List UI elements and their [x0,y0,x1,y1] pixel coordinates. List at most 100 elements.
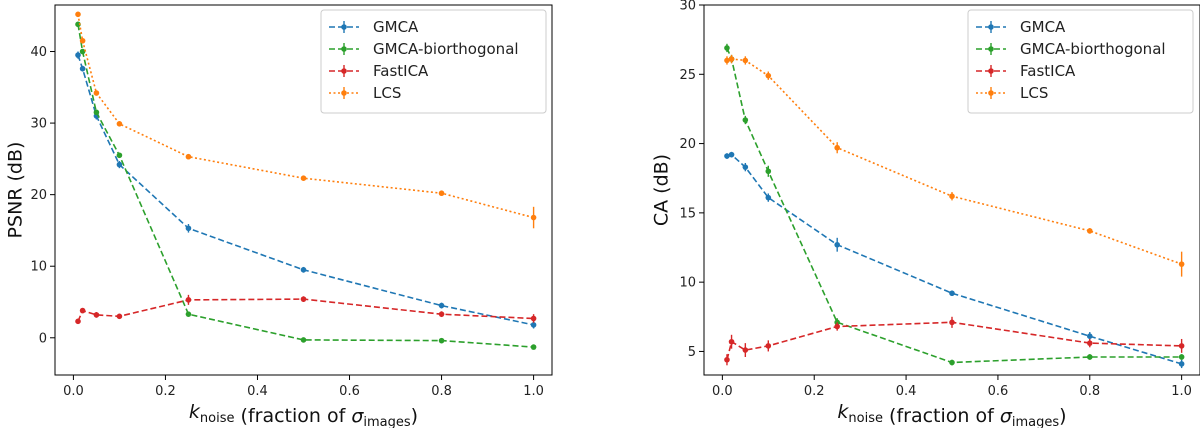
x-tick-label: 0.8 [431,384,452,399]
data-point [728,56,735,62]
data-point [742,164,749,170]
data-point [75,318,81,325]
chart-panel-1: 0.0 0.2 0.4 0.6 0.8 1.0 0 10 20 30 40 PSNR (dB) knoi… [5,4,553,428]
data-point [79,65,86,72]
data-point [185,225,192,232]
data-point [724,57,730,64]
data-point [116,313,123,320]
y-tick-label: 15 [679,206,696,221]
y-tick-label: 20 [679,137,696,152]
x-axis-label-part: images [363,415,410,428]
x-axis-label-part: ) [1059,405,1066,427]
data-point [75,11,81,18]
x-tick-label: 0.2 [804,384,825,399]
data-point [79,307,86,314]
y-tick-label: 10 [679,276,696,291]
series-line [726,47,1182,364]
y-tick-label: 30 [679,0,696,14]
legend-entry-label: GMCA [373,18,419,36]
data-point [728,151,735,158]
y-tick-label: 20 [30,188,47,203]
y-tick-label: 30 [30,117,47,132]
data-point [75,52,81,58]
data-point [1178,343,1185,349]
x-axis-label-part: k [837,401,849,423]
data-point [765,72,772,79]
y-axis-label: CA (dB) [651,154,673,226]
x-axis-label: knoise (fraction of σimages) [189,401,418,428]
data-point [185,311,192,317]
data-point [300,175,307,181]
legend-entry-label: LCS [373,84,401,102]
series-line [77,54,534,326]
y-tick-label: 10 [30,260,47,275]
y-tick-label: 40 [30,45,47,60]
x-tick-label: 0.6 [988,384,1009,399]
data-point [438,337,445,344]
data-point [1086,228,1093,234]
series-GMCA [724,151,1185,369]
data-point [75,21,81,28]
series-GMCA-biorthogonal [75,21,537,350]
x-axis-label: knoise (fraction of σimages) [837,401,1066,428]
x-axis-label-part: noise [848,411,883,426]
x-tick-label: 1.0 [1171,384,1192,399]
x-axis-label-part: ) [411,405,418,427]
data-point [300,296,307,302]
data-point [1178,261,1185,267]
series-line [77,14,534,219]
x-tick-label: 0.2 [155,384,176,399]
data-point [530,322,537,328]
data-point [1086,333,1093,339]
legend-entry-label: GMCA [1020,18,1066,36]
x-axis-label-part: σ [1000,405,1013,427]
data-point [93,90,100,96]
data-point [93,109,100,116]
legend-entry-label: GMCA-biorthogonal [373,40,519,58]
series-line [726,321,1182,360]
data-point [1178,361,1185,367]
data-point [765,194,772,201]
data-point [79,48,86,55]
legend-entry-label: LCS [1020,84,1048,102]
legend-entry-label: GMCA-biorthogonal [1020,40,1166,58]
data-point [728,338,735,345]
x-tick-label: 1.0 [523,384,544,399]
series-line [77,24,534,348]
data-point [834,241,840,248]
chart-panel-2: 0.0 0.2 0.4 0.6 0.8 1.0 5 10 15 20 25 30 CA (dB) knoi… [651,0,1200,428]
data-point [530,214,537,221]
x-tick-label: 0.0 [63,384,84,399]
series-LCS [75,11,537,229]
data-point [300,266,307,273]
data-point [530,315,537,322]
plot-frame [703,4,1200,376]
data-point [724,153,730,159]
data-point [765,343,772,349]
data-point [724,356,730,363]
legend-box [967,9,1194,114]
series-LCS [724,54,1185,277]
data-point [116,161,123,168]
legend-marker [341,68,347,74]
series-FastICA [724,316,1185,366]
plot-frame [54,4,553,376]
series-GMCA-biorthogonal [724,43,1185,366]
x-tick-label: 0.4 [247,384,268,399]
data-point [742,347,749,353]
data-point [300,337,307,343]
x-tick-label: 0.8 [1079,384,1100,399]
y-axis-label: PSNR (dB) [5,142,27,239]
legend-entry-label: FastICA [373,62,429,80]
legend-marker [988,90,994,96]
data-point [765,168,772,175]
legend-marker [341,24,347,30]
x-axis-label-part: images [1012,415,1059,428]
y-tick-label: 5 [688,345,696,360]
x-axis-label-part: k [189,401,201,423]
series-line [726,58,1182,265]
data-point [79,37,86,44]
legend-box [320,9,547,114]
